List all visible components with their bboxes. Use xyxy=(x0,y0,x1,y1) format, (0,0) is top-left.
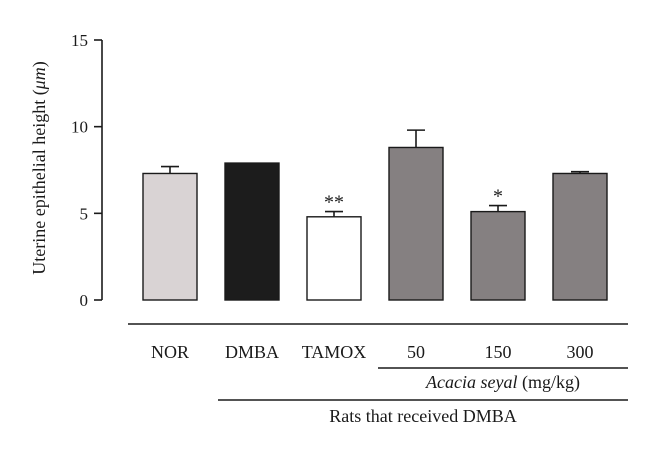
bar xyxy=(470,210,526,301)
category-label: TAMOX xyxy=(302,342,367,362)
bar xyxy=(224,162,280,301)
bar xyxy=(306,216,362,301)
bar xyxy=(552,172,608,301)
bar xyxy=(142,172,198,301)
y-tick-label: 15 xyxy=(71,31,88,50)
significance-marks: ** * xyxy=(324,186,503,214)
error-bars xyxy=(161,129,589,217)
dmba-group-label: Rats that received DMBA xyxy=(329,406,516,426)
significance-mark: * xyxy=(493,186,503,208)
category-label: DMBA xyxy=(225,342,279,362)
bar xyxy=(388,146,444,301)
category-label: 300 xyxy=(567,342,594,362)
y-axis-label: Uterine epithelial height (μm) xyxy=(29,61,50,274)
y-ticks: 0 5 10 15 xyxy=(71,31,102,310)
y-tick-label: 10 xyxy=(71,118,88,137)
category-label: NOR xyxy=(151,342,189,362)
acacia-group-label: Acacia seyal (mg/kg) xyxy=(425,372,580,393)
category-label: 50 xyxy=(407,342,425,362)
bars xyxy=(142,146,608,301)
significance-mark: ** xyxy=(324,192,344,214)
category-label: 150 xyxy=(485,342,512,362)
category-labels: NOR DMBA TAMOX 50 150 300 xyxy=(151,342,594,362)
y-tick-label: 0 xyxy=(80,291,89,310)
y-tick-label: 5 xyxy=(80,204,89,223)
